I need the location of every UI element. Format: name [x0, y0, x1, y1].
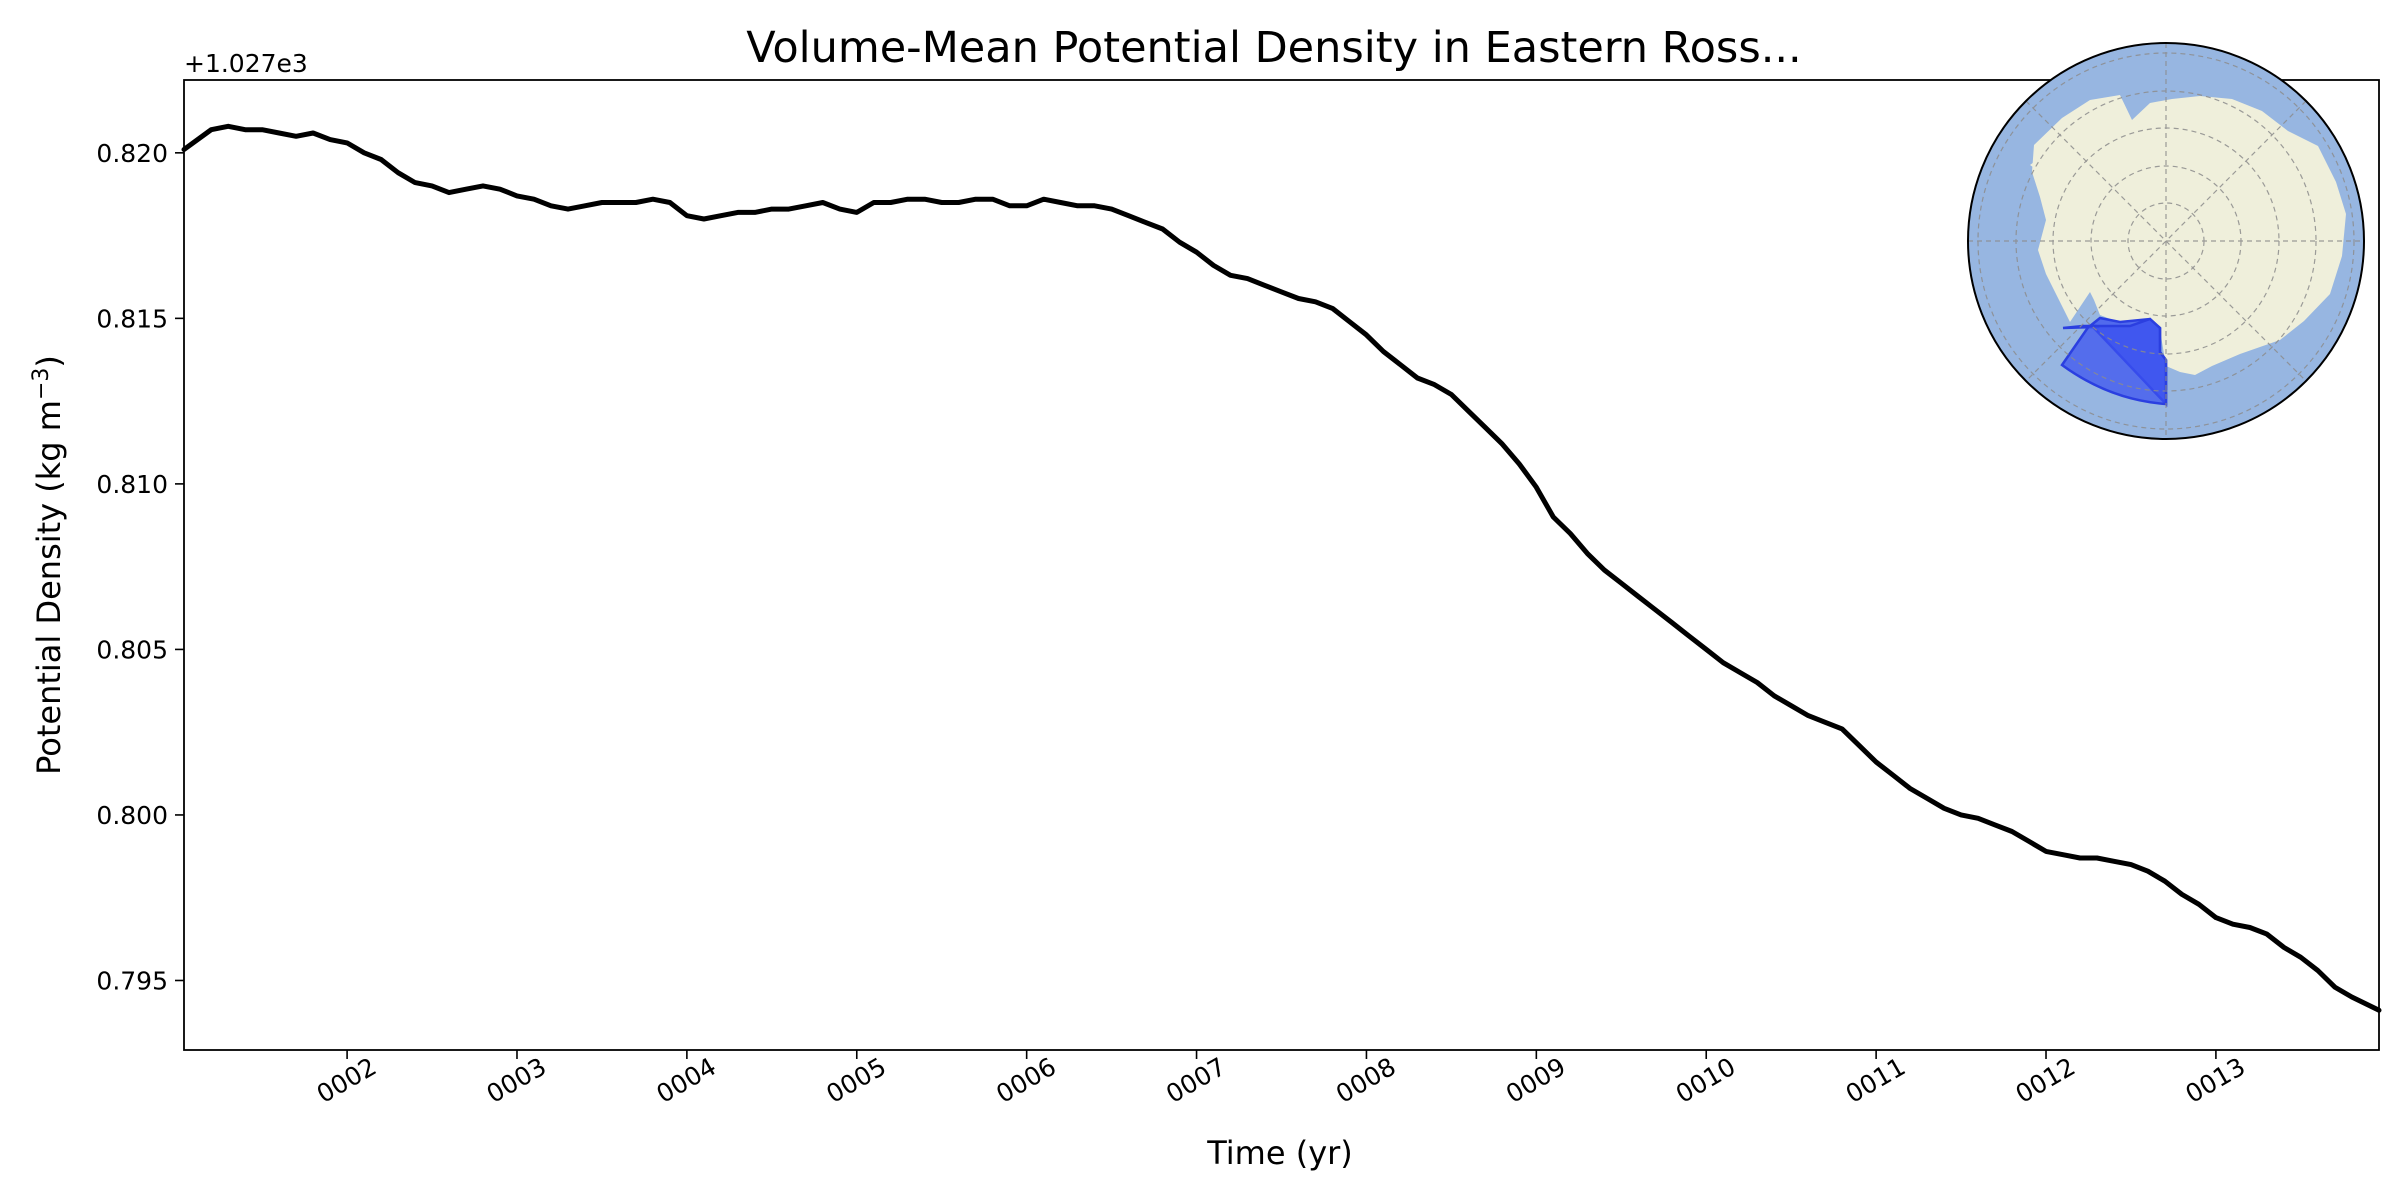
axes-frame	[183, 79, 2380, 1051]
y-axis-label: Potential Density (kg m−3)	[29, 355, 68, 775]
line-layer	[181, 123, 2382, 1013]
y-tick-label: 0.820	[96, 139, 168, 168]
x-axis-label: Time (yr)	[1206, 1134, 1353, 1172]
y-axis-label-exponent: −3	[29, 368, 54, 400]
eastern-ross-sector	[2060, 317, 2168, 406]
y-tick-label: 0.815	[96, 304, 168, 333]
map-outline	[1967, 42, 2365, 440]
y-offset-text: +1.027e3	[184, 49, 308, 78]
y-tick-label: 0.810	[96, 470, 168, 499]
antarctica-inset-map	[1967, 42, 2365, 440]
map-ice-shelf	[2030, 150, 2060, 178]
y-axis-label-main: Potential Density (kg m	[30, 400, 68, 775]
y-tick-label: 0.795	[96, 966, 168, 995]
y-axis-ticks: 0.795 0.800 0.805 0.810 0.815 0.820	[96, 139, 184, 995]
map-antarctica-land	[2032, 95, 2346, 375]
chart-title: Volume-Mean Potential Density in Eastern…	[746, 23, 1801, 73]
density-series-line	[181, 123, 2382, 1013]
plot-area	[181, 79, 2382, 1051]
y-axis-label-close: )	[30, 355, 68, 367]
y-tick-label: 0.805	[96, 635, 168, 664]
y-tick-label: 0.800	[96, 801, 168, 830]
map-graticule	[1968, 43, 2364, 439]
